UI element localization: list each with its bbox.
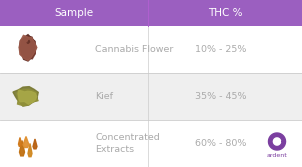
FancyBboxPatch shape [0,0,302,26]
Polygon shape [19,35,37,60]
Polygon shape [17,90,38,106]
Polygon shape [20,38,36,58]
Polygon shape [18,90,37,104]
Text: Concentrated
Extracts: Concentrated Extracts [95,133,160,153]
Polygon shape [18,137,21,146]
Text: Cannabis Flower: Cannabis Flower [95,45,173,54]
Polygon shape [20,140,24,156]
FancyBboxPatch shape [0,120,302,167]
Text: Kief: Kief [95,92,113,101]
Text: THC %: THC % [208,8,242,18]
Polygon shape [268,133,285,150]
Text: 35% - 45%: 35% - 45% [195,92,246,101]
Text: Sample: Sample [54,8,94,18]
Text: 60% - 80%: 60% - 80% [195,139,246,148]
FancyBboxPatch shape [0,26,302,73]
Text: ardent: ardent [267,153,288,158]
Polygon shape [21,36,36,58]
Text: 10% - 25%: 10% - 25% [195,45,246,54]
Polygon shape [13,87,38,106]
Polygon shape [28,143,32,157]
Polygon shape [27,40,30,43]
Polygon shape [33,139,37,149]
Polygon shape [20,38,36,59]
FancyBboxPatch shape [0,73,302,120]
Polygon shape [20,35,35,61]
Polygon shape [23,136,29,147]
